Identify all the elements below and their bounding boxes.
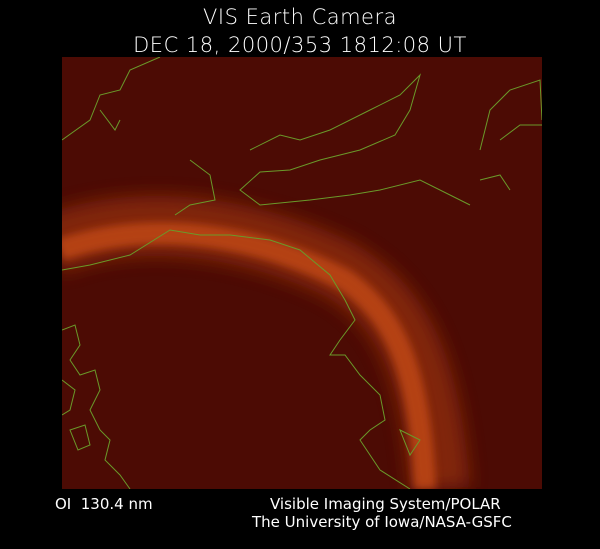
camera-image bbox=[62, 57, 542, 489]
institution-label: The University of Iowa/NASA-GSFC bbox=[251, 513, 512, 531]
title: VIS Earth Camera bbox=[203, 5, 397, 29]
subtitle: DEC 18, 2000/353 1812:08 UT bbox=[133, 33, 467, 57]
filter-label: OI 130.4 nm bbox=[55, 495, 153, 513]
instrument-label: Visible Imaging System/POLAR bbox=[270, 495, 501, 513]
